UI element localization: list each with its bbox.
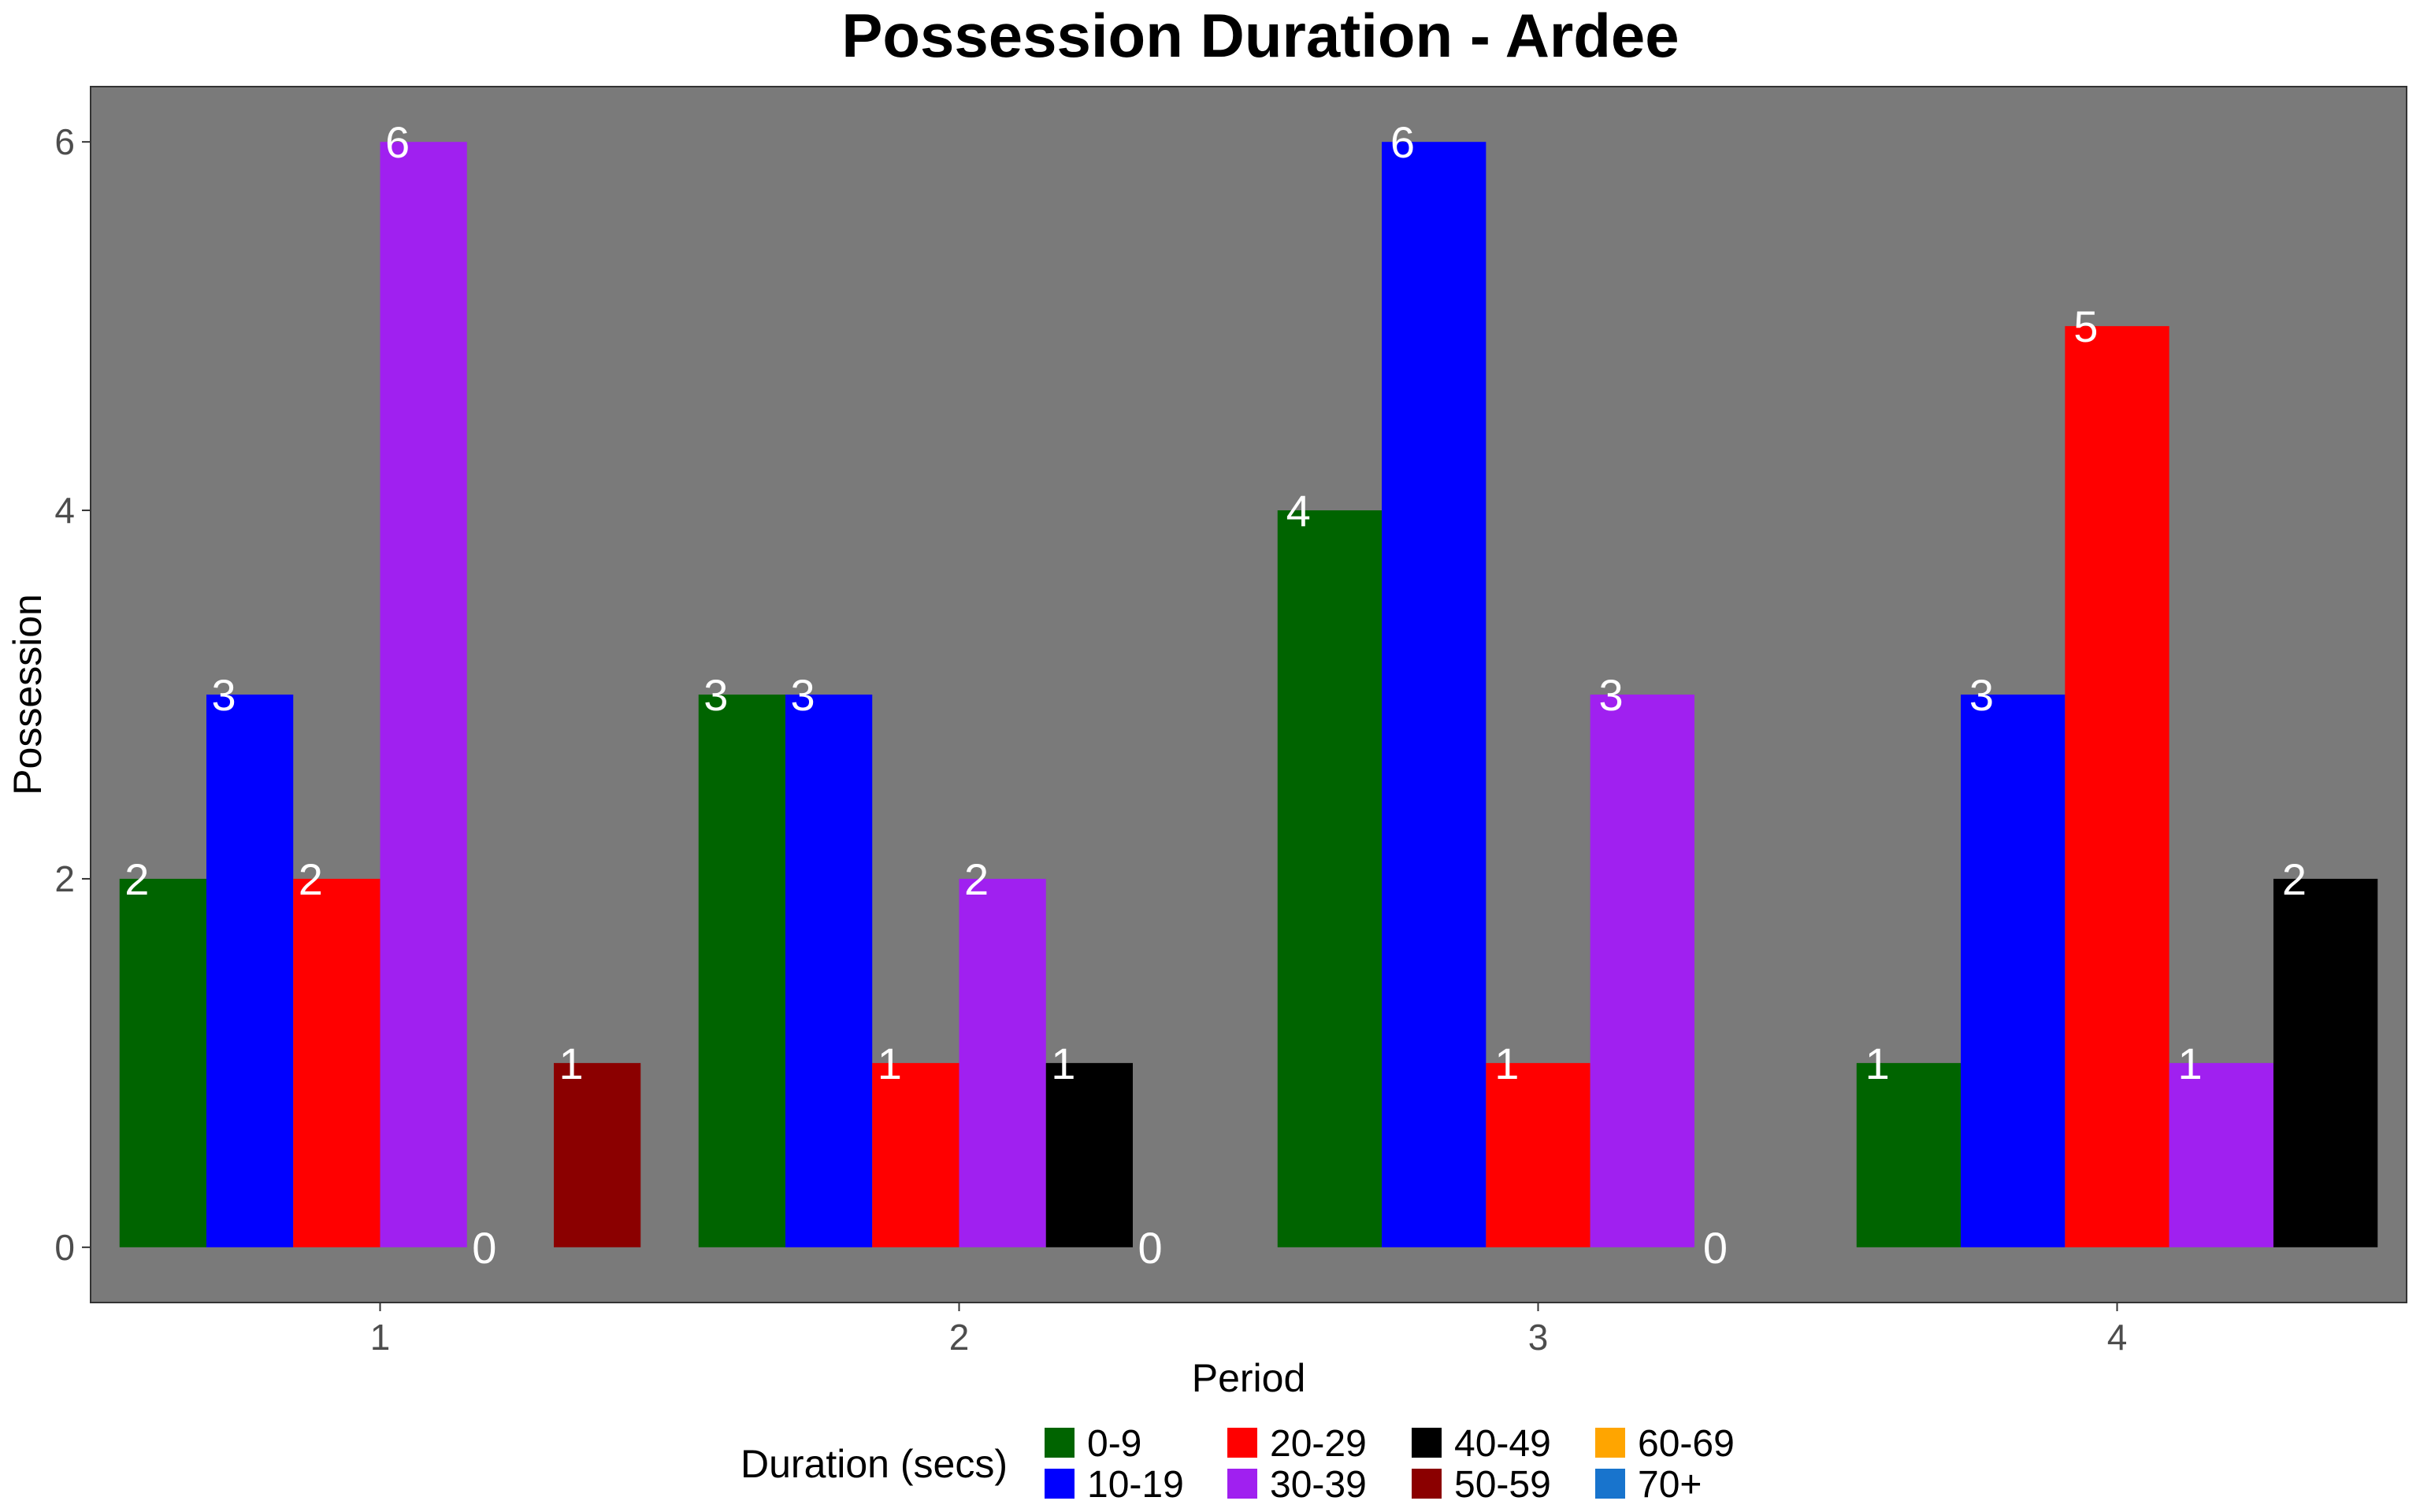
bar-0-9-period-2	[698, 695, 785, 1247]
bar-label: 3	[1969, 670, 1994, 720]
x-tick-label: 1	[370, 1317, 391, 1358]
legend-key-30-39	[1227, 1469, 1257, 1499]
bar-label: 6	[1390, 117, 1415, 167]
legend-key-60-69	[1595, 1428, 1625, 1458]
bar-0-9-period-3	[1277, 510, 1383, 1247]
chart-title: Possession Duration - Ardee	[841, 1, 1679, 70]
bars	[119, 142, 2378, 1247]
bar-50-59-period-1	[554, 1062, 641, 1247]
bar-label: 6	[385, 117, 410, 167]
bar-20-29-period-1	[293, 878, 380, 1247]
legend-key-10-19	[1045, 1469, 1075, 1499]
bar-label: 3	[703, 670, 728, 720]
bar-label: 3	[790, 670, 815, 720]
bar-10-19-period-3	[1382, 142, 1487, 1247]
bar-0-9-period-1	[119, 878, 206, 1247]
legend-key-40-49	[1412, 1428, 1442, 1458]
bar-label: 1	[1865, 1039, 1890, 1088]
bar-label: 3	[211, 670, 236, 720]
bar-20-29-period-2	[872, 1062, 959, 1247]
y-tick-label: 0	[54, 1227, 75, 1268]
legend-label-10-19: 10-19	[1087, 1464, 1184, 1506]
bar-label: 2	[964, 854, 989, 904]
y-tick-label: 4	[54, 490, 75, 531]
y-axis: 0 2 4 6	[54, 121, 91, 1268]
bar-label: 5	[2073, 302, 2098, 351]
bar-labels: 2 3 2 6 0 1 3 3 1 2 1 0 4 6 1 3 0 1 3 5 1 2	[124, 117, 2307, 1273]
bar-label: 1	[1051, 1039, 1075, 1088]
x-axis-title: Period	[1192, 1356, 1306, 1400]
bar-label: 1	[1494, 1039, 1519, 1088]
bar-40-49-period-4	[2273, 878, 2378, 1247]
bar-label: 2	[2282, 854, 2307, 904]
legend-label-70+: 70+	[1638, 1464, 1702, 1506]
legend-label-50-59: 50-59	[1454, 1464, 1551, 1506]
legend-key-20-29	[1227, 1428, 1257, 1458]
legend-key-0-9	[1045, 1428, 1075, 1458]
legend-label-0-9: 0-9	[1087, 1423, 1141, 1465]
bar-label: 0	[472, 1223, 496, 1273]
legend-title: Duration (secs)	[740, 1442, 1008, 1486]
bar-label: 2	[299, 854, 323, 904]
bar-20-29-period-3	[1486, 1062, 1590, 1247]
bar-30-39-period-1	[380, 142, 467, 1247]
legend-label-20-29: 20-29	[1270, 1423, 1367, 1465]
bar-label: 1	[2178, 1039, 2203, 1088]
bar-0-9-period-4	[1856, 1062, 1962, 1247]
bar-30-39-period-2	[959, 878, 1046, 1247]
bar-label: 1	[559, 1039, 583, 1088]
bar-label: 0	[1703, 1223, 1728, 1273]
legend-key-50-59	[1412, 1469, 1442, 1499]
legend-label-30-39: 30-39	[1270, 1464, 1367, 1506]
legend-label-40-49: 40-49	[1454, 1423, 1551, 1465]
y-axis-title: Possession	[6, 594, 50, 795]
x-axis: 1 2 3 4	[370, 1303, 2128, 1358]
bar-10-19-period-1	[206, 695, 294, 1247]
bar-label: 3	[1599, 670, 1624, 720]
y-tick-label: 2	[54, 858, 75, 899]
bar-30-39-period-4	[2169, 1062, 2273, 1247]
bar-10-19-period-2	[785, 695, 873, 1247]
legend-label-60-69: 60-69	[1638, 1423, 1735, 1465]
bar-label: 1	[878, 1039, 902, 1088]
x-tick-label: 3	[1528, 1317, 1549, 1358]
bar-20-29-period-4	[2065, 326, 2169, 1247]
legend-key-70+	[1595, 1469, 1625, 1499]
bar-label: 0	[1138, 1223, 1162, 1273]
bar-10-19-period-4	[1961, 695, 2066, 1247]
x-tick-label: 2	[949, 1317, 970, 1358]
bar-30-39-period-3	[1590, 695, 1694, 1247]
x-tick-label: 4	[2107, 1317, 2128, 1358]
bar-label: 4	[1286, 486, 1311, 536]
bar-40-49-period-2	[1045, 1062, 1133, 1247]
y-tick-label: 6	[54, 121, 75, 162]
bar-label: 2	[124, 854, 149, 904]
